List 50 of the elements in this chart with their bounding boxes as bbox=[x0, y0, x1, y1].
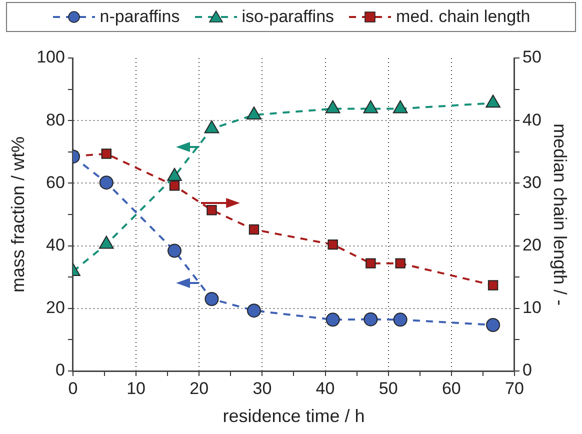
y2-tick-label: 10 bbox=[522, 298, 542, 318]
point bbox=[204, 292, 219, 306]
y2-tick-label: 40 bbox=[522, 110, 542, 130]
point bbox=[167, 168, 182, 181]
y-tick-label: 20 bbox=[46, 298, 65, 318]
point bbox=[98, 236, 114, 249]
point bbox=[364, 312, 378, 326]
y-tick-label: 40 bbox=[46, 235, 65, 254]
point bbox=[395, 258, 406, 268]
x-tick-label: 10 bbox=[126, 378, 146, 398]
x-tick-label: 60 bbox=[442, 378, 461, 398]
point bbox=[246, 106, 262, 120]
legend-label: iso-paraffins bbox=[242, 7, 334, 27]
point bbox=[393, 312, 408, 327]
legend-label: med. chain length bbox=[396, 7, 530, 27]
x-tick-label: 40 bbox=[316, 378, 335, 398]
y-tick-label: 60 bbox=[46, 172, 65, 192]
y2-tick-label: 20 bbox=[522, 235, 542, 254]
y2-tick-label: 0 bbox=[522, 360, 532, 380]
point bbox=[363, 100, 378, 114]
point bbox=[392, 100, 408, 114]
point bbox=[488, 280, 498, 290]
point bbox=[99, 176, 114, 190]
point bbox=[101, 148, 112, 159]
x-tick-label: 30 bbox=[252, 378, 272, 398]
x-axis-title: residence time / h bbox=[222, 406, 365, 426]
y2-tick-label: 50 bbox=[522, 48, 542, 67]
y-tick-label: 100 bbox=[36, 48, 65, 67]
point bbox=[366, 258, 376, 268]
point bbox=[328, 239, 338, 250]
point bbox=[325, 100, 340, 114]
x-tick-label: 50 bbox=[378, 378, 398, 398]
point bbox=[486, 94, 500, 108]
x-tick-label: 0 bbox=[68, 378, 78, 398]
y2-tick-label: 30 bbox=[522, 172, 542, 192]
point bbox=[246, 304, 261, 318]
point bbox=[204, 120, 220, 134]
y-tick-label: 80 bbox=[46, 110, 65, 130]
point bbox=[486, 318, 500, 332]
point bbox=[248, 224, 260, 235]
point bbox=[326, 312, 340, 327]
y-tick-label: 0 bbox=[55, 360, 65, 380]
legend-label: n-paraffins bbox=[100, 7, 180, 27]
x-tick-label: 70 bbox=[505, 378, 524, 398]
y-axis-title: mass fraction / wt% bbox=[8, 136, 28, 293]
point bbox=[206, 205, 217, 216]
x-tick-label: 20 bbox=[190, 378, 209, 398]
point bbox=[169, 180, 180, 191]
point bbox=[168, 244, 182, 258]
y2-axis-title: median chain length / - bbox=[550, 123, 570, 306]
